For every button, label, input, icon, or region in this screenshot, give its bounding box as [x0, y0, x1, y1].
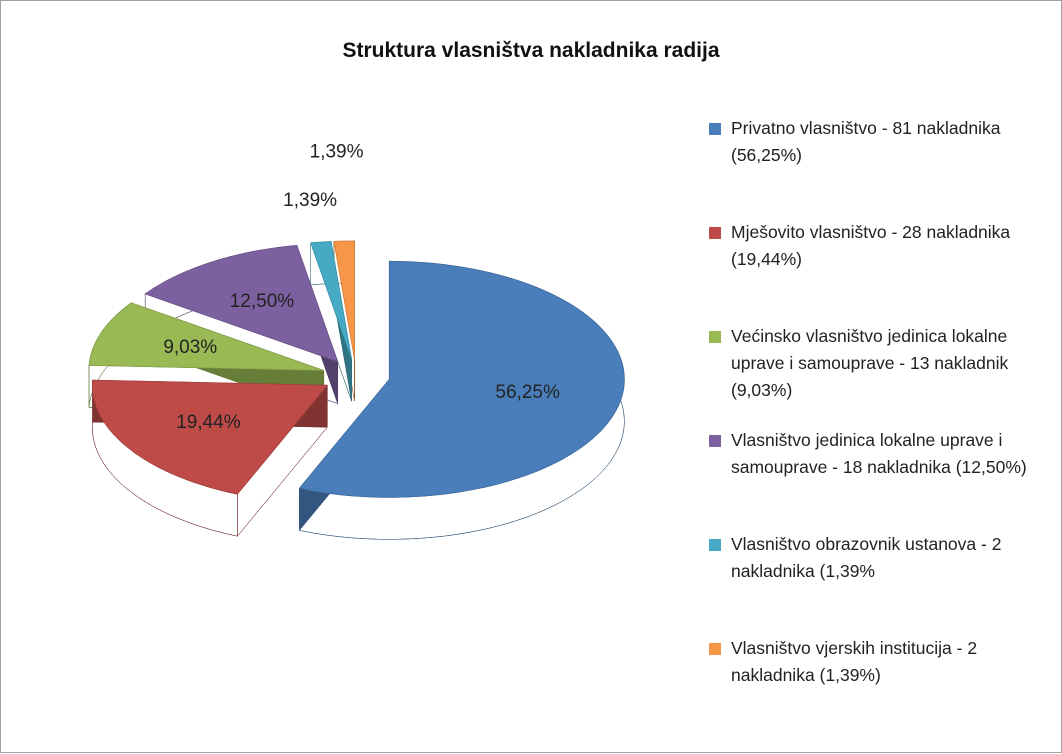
slice [91, 379, 329, 537]
legend-swatch [709, 331, 721, 343]
data-label: 56,25% [495, 382, 560, 403]
slice [298, 260, 625, 498]
legend-label: Većinsko vlasništvo jedinica lokalne upr… [731, 326, 1009, 400]
data-label: 1,39% [283, 190, 337, 211]
legend-swatch [709, 643, 721, 655]
slice [310, 241, 352, 402]
slice [310, 241, 352, 360]
legend-item: Većinsko vlasništvo jedinica lokalne upr… [709, 323, 1039, 427]
data-label: 12,50% [230, 291, 295, 312]
legend-label: Vlasništvo obrazovnik ustanova - 2 nakla… [731, 534, 1002, 581]
slice [144, 244, 339, 405]
data-label: 1,39% [310, 142, 364, 163]
slice [333, 240, 355, 401]
pie [88, 240, 625, 540]
slice [298, 260, 625, 540]
legend-swatch [709, 227, 721, 239]
legend-swatch [709, 539, 721, 551]
legend-item: Vlasništvo jedinica lokalne uprave i sam… [709, 427, 1039, 531]
legend-item: Mješovito vlasništvo - 28 nakladnika (19… [709, 219, 1039, 323]
slice [91, 379, 329, 495]
legend-item: Privatno vlasništvo - 81 nakladnika (56,… [709, 115, 1039, 219]
data-label: 9,03% [163, 337, 217, 358]
legend-label: Mješovito vlasništvo - 28 nakladnika (19… [731, 222, 1011, 269]
legend-item: Vlasništvo obrazovnik ustanova - 2 nakla… [709, 531, 1039, 635]
slice [333, 240, 355, 359]
legend-label: Vlasništvo jedinica lokalne uprave i sam… [731, 430, 1027, 477]
data-labels: 56,25% 19,44% 9,03% 12,50% 1,39% 1,39% [163, 142, 560, 434]
slice [144, 244, 339, 363]
data-label: 19,44% [176, 412, 241, 433]
legend-swatch [709, 435, 721, 447]
legend-label: Privatno vlasništvo - 81 nakladnika (56,… [731, 118, 1001, 165]
legend-swatch [709, 123, 721, 135]
slice [88, 302, 324, 371]
legend: Privatno vlasništvo - 81 nakladnika (56,… [709, 115, 1039, 739]
chart-title: Struktura vlasništva nakladnika radija [343, 39, 720, 62]
legend-label: Vlasništvo vjerskih institucija - 2 nakl… [731, 638, 978, 685]
legend-item: Vlasništvo vjerskih institucija - 2 nakl… [709, 635, 1039, 739]
